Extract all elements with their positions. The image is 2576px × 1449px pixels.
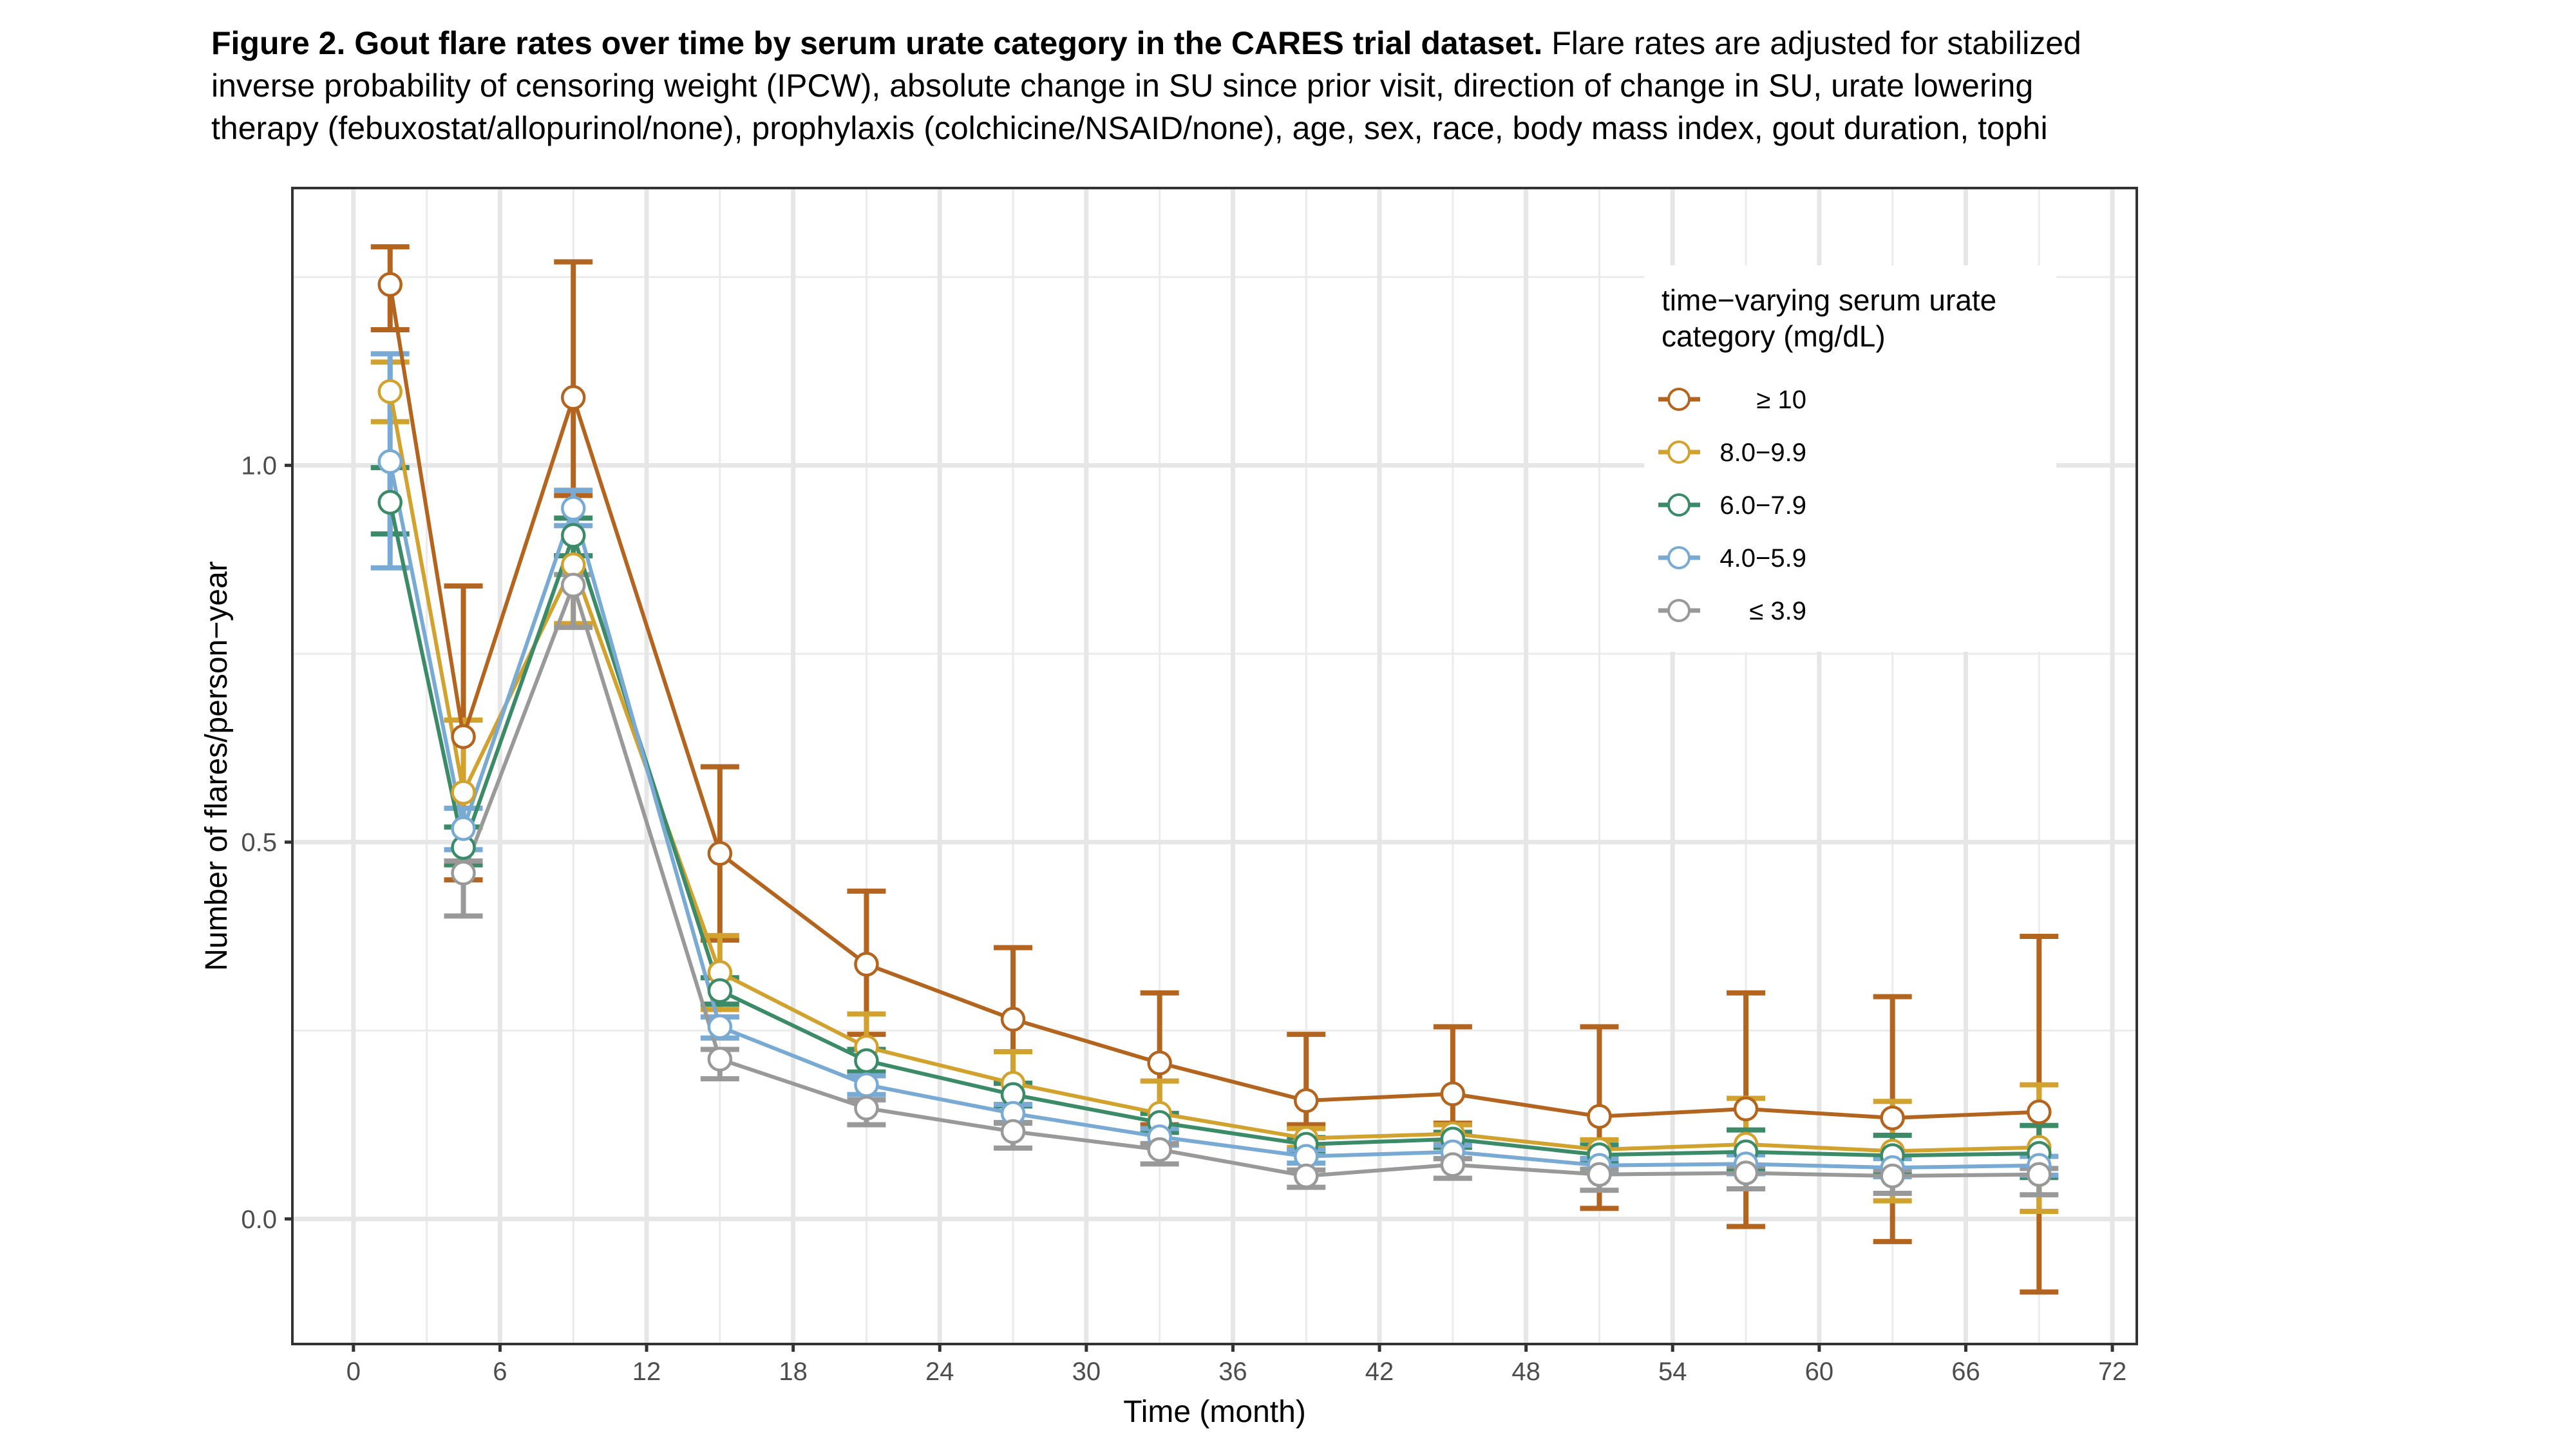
- data-point: [560, 573, 586, 598]
- legend-key-circle-icon: [1667, 546, 1690, 569]
- legend-key-circle-icon: [1667, 440, 1690, 464]
- y-tick-label: 1.0: [241, 452, 277, 480]
- data-point: [1000, 1119, 1026, 1144]
- data-point: [1440, 1081, 1466, 1106]
- x-tick-label: 48: [1511, 1358, 1540, 1386]
- x-tick-label: 36: [1218, 1358, 1247, 1386]
- x-tick-label: 6: [493, 1358, 507, 1386]
- caption-line-1-rest: Flare rates are adjusted for stabilized: [1542, 25, 2081, 61]
- legend-key-circle-icon: [1667, 599, 1690, 622]
- x-tick-label: 66: [1951, 1358, 1980, 1386]
- data-point: [1294, 1088, 1319, 1113]
- x-tick-label: 54: [1658, 1358, 1687, 1386]
- x-tick-label: 12: [632, 1358, 661, 1386]
- data-point: [854, 1095, 879, 1121]
- data-point: [1147, 1050, 1172, 1075]
- x-tick-label: 18: [779, 1358, 808, 1386]
- legend-label: ≤ 3.9: [1749, 597, 1806, 625]
- data-point: [377, 379, 402, 404]
- caption-line-1: Figure 2. Gout flare rates over time by …: [211, 22, 2555, 64]
- data-point: [2027, 1162, 2052, 1187]
- legend-item: 8.0−9.9: [1658, 439, 1806, 467]
- y-tick-label: 0.5: [241, 829, 277, 857]
- legend-key-circle-icon: [1667, 388, 1690, 411]
- data-point: [707, 978, 733, 1003]
- data-point: [854, 1072, 879, 1097]
- data-point: [1587, 1104, 1612, 1129]
- series-layer: [370, 244, 2059, 1295]
- legend-item: ≤ 3.9: [1658, 597, 1806, 625]
- legend-label: ≥ 10: [1756, 386, 1806, 414]
- data-point: [1880, 1105, 1905, 1131]
- x-tick-label: 0: [346, 1358, 361, 1386]
- data-point: [1733, 1096, 1759, 1122]
- panel-border: [291, 187, 2138, 1345]
- legend-label: 4.0−5.9: [1719, 544, 1806, 573]
- caption-bold-title: Figure 2. Gout flare rates over time by …: [211, 25, 1543, 61]
- data-point: [451, 724, 476, 750]
- legend-label: 8.0−9.9: [1719, 439, 1806, 467]
- legend-item: 6.0−7.9: [1658, 491, 1806, 520]
- data-point: [560, 496, 586, 521]
- data-point: [560, 523, 586, 548]
- data-point: [377, 449, 402, 475]
- data-point: [707, 1014, 733, 1039]
- data-point: [560, 552, 586, 578]
- legend-title-line-1: time−varying serum urate: [1662, 283, 1996, 317]
- data-point: [854, 951, 879, 977]
- data-point: [1000, 1007, 1026, 1032]
- caption-line-2: inverse probability of censoring weight …: [211, 68, 2034, 104]
- data-point: [1880, 1163, 1905, 1189]
- data-point: [377, 272, 402, 298]
- y-axis-title: Number of flares/person−year: [200, 561, 234, 971]
- legend-label: 6.0−7.9: [1719, 491, 1806, 520]
- data-point: [707, 1046, 733, 1072]
- x-tick-label: 60: [1805, 1358, 1834, 1386]
- data-point: [1733, 1160, 1759, 1186]
- data-point: [451, 860, 476, 886]
- x-axis-title: Time (month): [1123, 1395, 1306, 1429]
- x-tick-label: 24: [925, 1358, 954, 1386]
- data-point: [707, 840, 733, 866]
- legend-item: ≥ 10: [1658, 386, 1806, 414]
- figure-caption: Figure 2. Gout flare rates over time by …: [211, 22, 2555, 149]
- axes: 0 6 12 18 24 30 36 42 48 54 60 66 72 0.0 0.5 1.0: [241, 452, 2126, 1386]
- x-tick-label: 42: [1365, 1358, 1394, 1386]
- data-point: [2027, 1099, 2052, 1124]
- legend-title-line-2: category (mg/dL): [1662, 319, 1886, 353]
- series-line-4: [461, 579, 2040, 1179]
- legend-box: [1644, 265, 2056, 652]
- data-point: [451, 780, 476, 805]
- data-point: [1147, 1137, 1172, 1162]
- data-point: [1440, 1152, 1466, 1177]
- caption-line-3: therapy (febuxostat/allopurinol/none), p…: [211, 110, 2048, 146]
- y-tick-label: 0.0: [241, 1206, 277, 1234]
- x-tick-label: 30: [1072, 1358, 1101, 1386]
- data-point: [854, 1048, 879, 1074]
- legend-key-circle-icon: [1667, 493, 1690, 516]
- data-point: [377, 489, 402, 515]
- x-tick-label: 72: [2098, 1358, 2127, 1386]
- data-point: [560, 385, 586, 410]
- data-point: [451, 816, 476, 841]
- legend-item: 4.0−5.9: [1658, 544, 1806, 573]
- data-point: [1294, 1163, 1319, 1189]
- data-point: [1587, 1162, 1612, 1187]
